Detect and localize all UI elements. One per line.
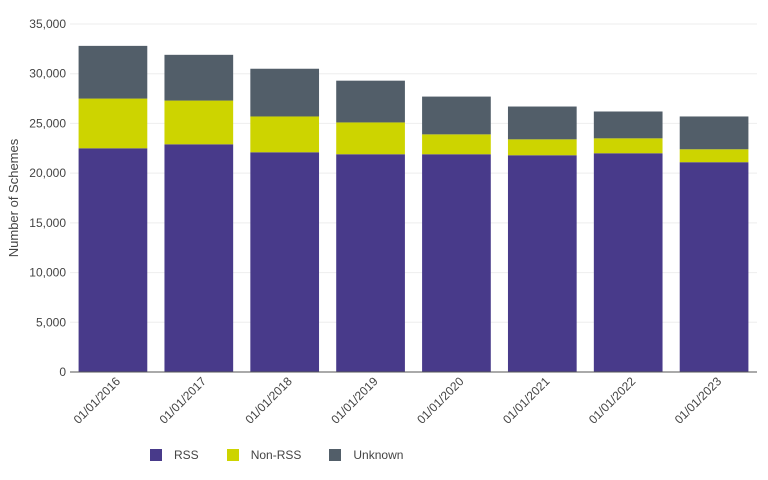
y-tick-label: 30,000 [29,67,66,81]
y-tick-label: 10,000 [29,266,66,280]
bar-segment-non-rss[interactable] [164,100,234,145]
bar-segment-rss[interactable] [507,155,577,372]
x-tick-label: 01/01/2017 [157,374,210,427]
legend-label-rss: RSS [174,448,199,462]
bar-segment-rss[interactable] [593,153,663,372]
bar-segment-non-rss[interactable] [78,98,148,149]
legend-swatch-unknown [329,449,342,461]
x-tick-label: 01/01/2021 [500,374,553,427]
y-tick-label: 15,000 [29,216,66,230]
bar-segment-non-rss[interactable] [593,138,663,154]
bar-segment-non-rss[interactable] [507,139,577,156]
bar-segment-rss[interactable] [250,152,320,372]
bar-segment-unknown[interactable] [593,111,663,139]
legend-swatch-non-rss [226,449,239,461]
x-tick-label: 01/01/2016 [71,374,124,427]
x-tick-label: 01/01/2022 [586,374,639,427]
y-tick-label: 25,000 [29,116,66,130]
y-tick-label: 35,000 [29,17,66,31]
y-axis-ticks: 0 5,000 10,000 15,000 20,000 25,000 30,000 35,0… [29,17,66,379]
bar-segment-unknown[interactable] [78,45,148,99]
x-tick-label: 01/01/2020 [414,374,467,427]
x-tick-label: 01/01/2019 [328,374,381,427]
bar-segment-rss[interactable] [679,162,749,372]
bar-segment-rss[interactable] [78,148,148,372]
y-tick-label: 5,000 [36,315,66,329]
bar-segment-non-rss[interactable] [250,116,320,153]
bar-segment-rss[interactable] [164,144,234,372]
legend-item-rss[interactable]: RSS [150,448,199,462]
legend-label-non-rss: Non-RSS [250,448,302,462]
bar-segment-unknown[interactable] [164,54,234,101]
x-tick-label: 01/01/2023 [672,374,725,427]
bar-segment-non-rss[interactable] [422,134,491,155]
x-tick-label: 01/01/2018 [242,374,295,427]
bar-segment-unknown[interactable] [250,68,320,117]
bar-segment-rss[interactable] [422,154,491,372]
bar-segment-unknown[interactable] [507,106,577,140]
bar-segment-unknown[interactable] [679,116,749,150]
legend-item-non-rss[interactable]: Non-RSS [226,448,302,462]
stacked-bar-chart: 0 5,000 10,000 15,000 20,000 25,000 30,000 35,0… [6,17,757,427]
x-axis-ticks: 01/01/2016 01/01/2017 01/01/2018 01/01/2019… [71,374,725,427]
legend-label-unknown: Unknown [353,448,404,462]
bar-segment-rss[interactable] [336,154,405,372]
y-axis-label: Number of Schemes [6,138,21,257]
legend-swatch-rss [150,449,162,461]
y-tick-label: 20,000 [29,166,66,180]
bar-segment-non-rss[interactable] [336,122,405,155]
y-tick-label: 0 [59,365,66,379]
bar-segment-non-rss[interactable] [679,149,749,163]
bar-segment-unknown[interactable] [336,80,405,123]
legend-item-unknown[interactable]: Unknown [329,448,403,462]
bars [78,45,749,372]
bar-segment-unknown[interactable] [422,96,491,135]
legend: RSS Non-RSS Unknown [150,448,403,462]
